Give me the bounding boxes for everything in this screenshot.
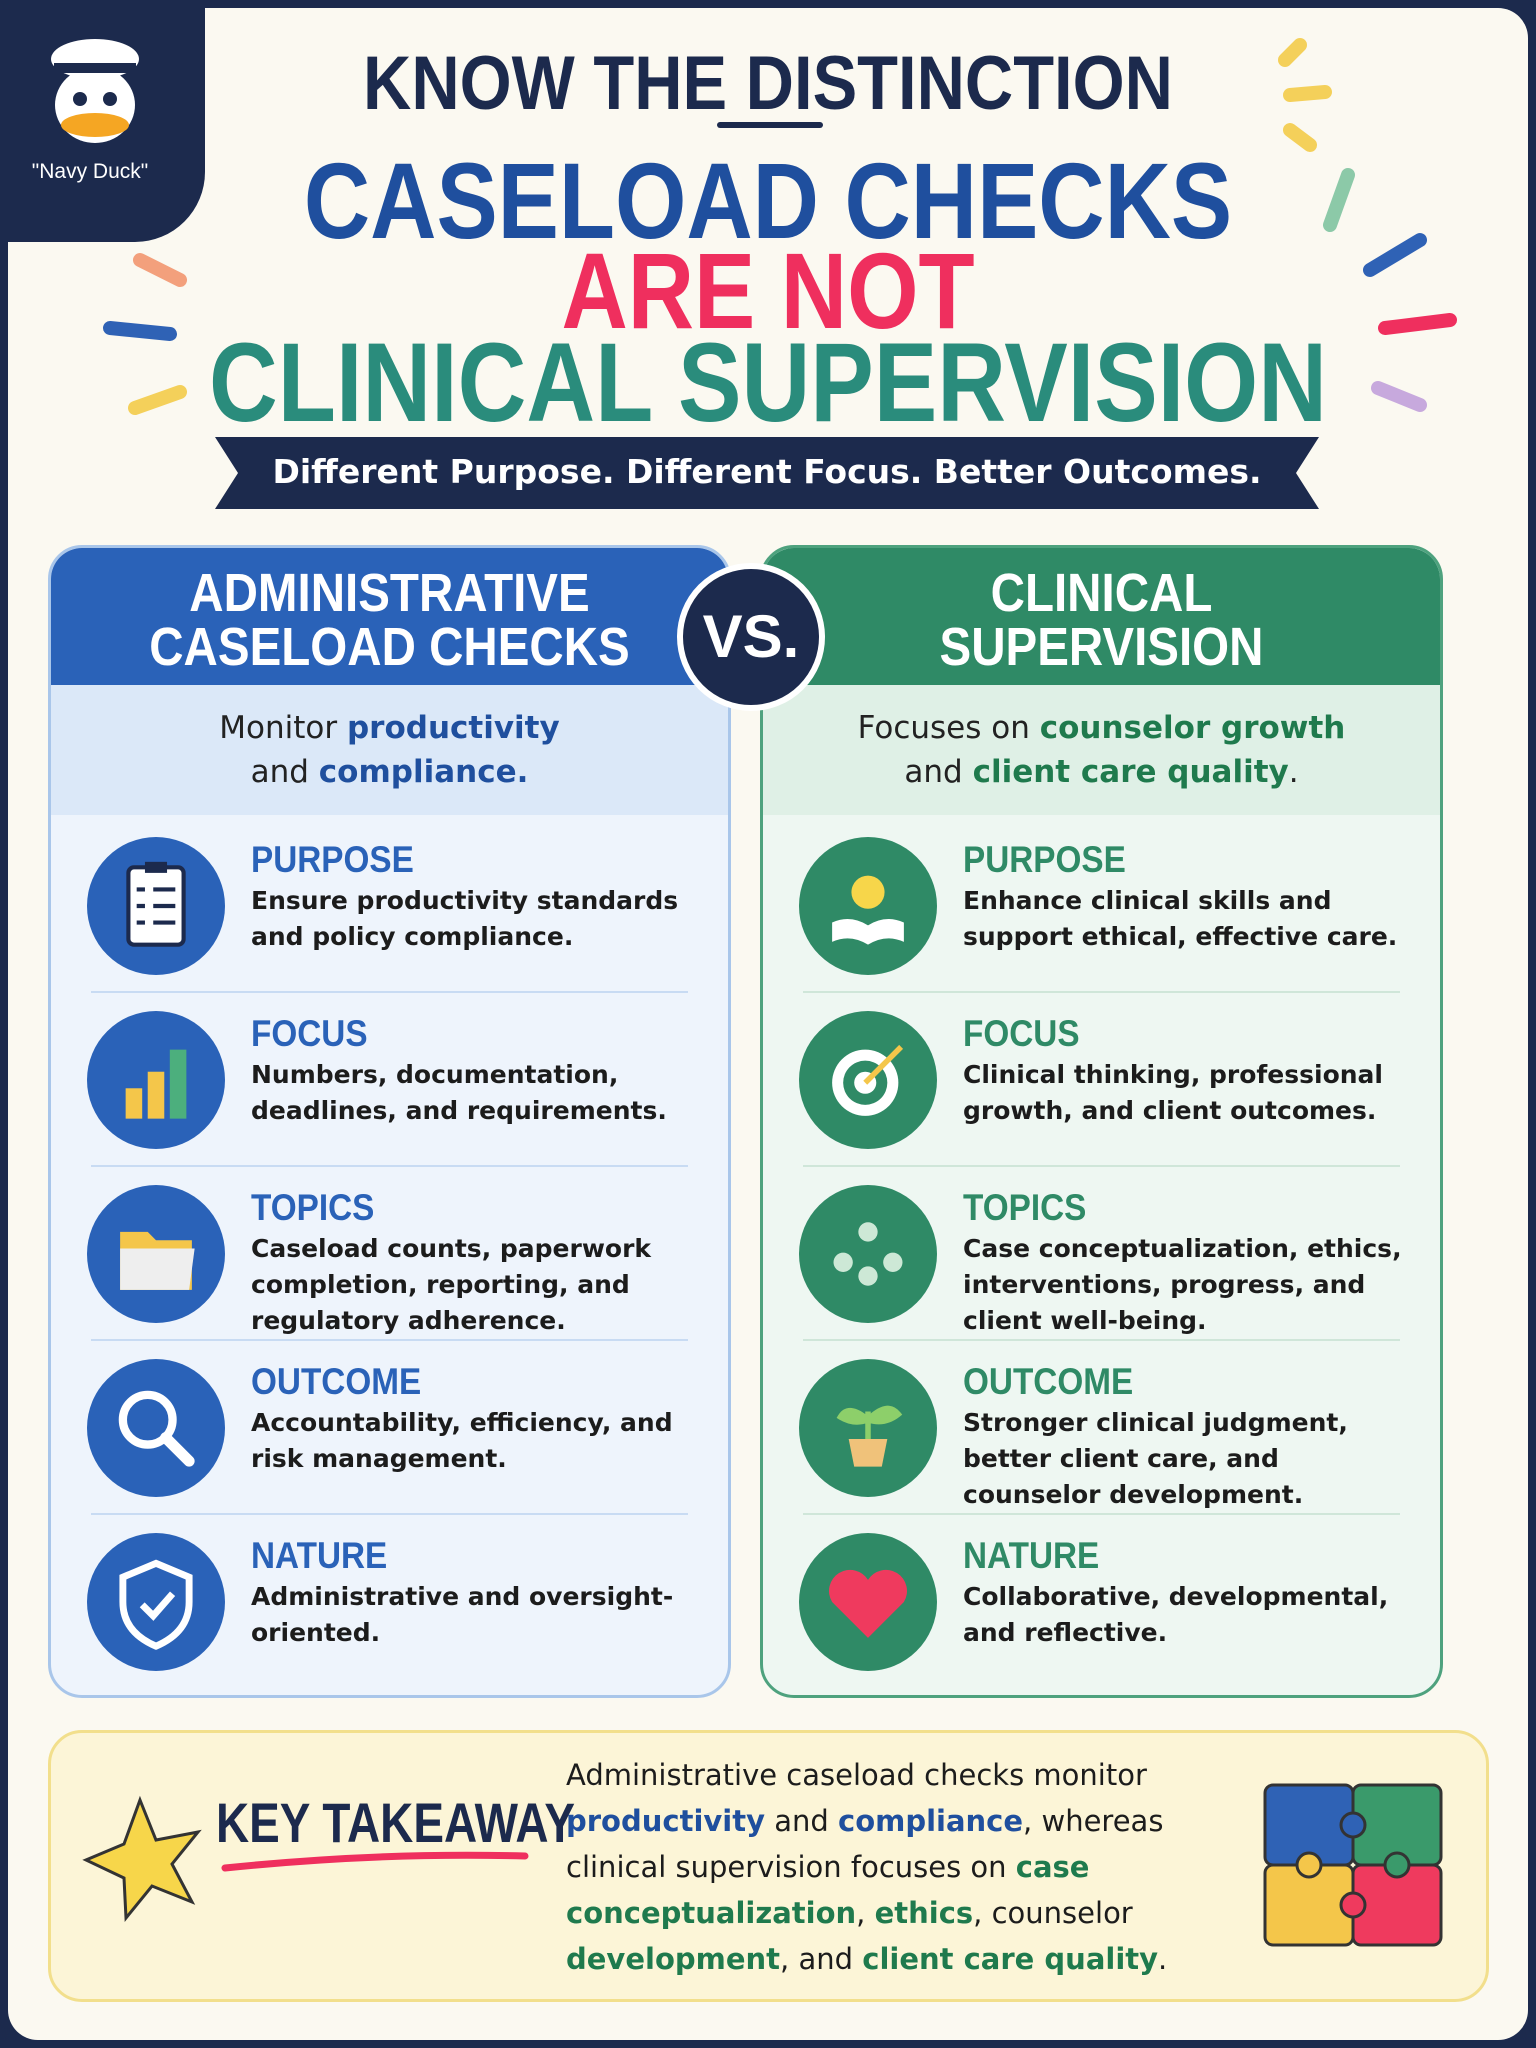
row-text: Stronger clinical judgment, better clien… xyxy=(963,1408,1348,1509)
separator xyxy=(91,991,688,993)
text-segment: productivity xyxy=(346,710,560,746)
row-icon xyxy=(87,1533,225,1671)
badge-label: "Navy Duck" xyxy=(31,160,149,183)
column-summary: Focuses on counselor growth and client c… xyxy=(763,685,1440,815)
column-summary: Monitor productivity and compliance. xyxy=(51,685,728,815)
row-heading: NATURE xyxy=(251,1535,388,1576)
row: NATURE Administrative and oversight-orien… xyxy=(51,1515,728,1689)
separator xyxy=(803,1165,1400,1167)
text-segment: , and xyxy=(780,1942,863,1976)
summary-text: Monitor productivity and compliance. xyxy=(200,706,580,794)
row-icon xyxy=(799,1011,937,1149)
text-segment: ethics xyxy=(874,1896,974,1930)
row-heading: TOPICS xyxy=(251,1187,375,1228)
row-icon xyxy=(87,1011,225,1149)
row-icon xyxy=(87,1359,225,1497)
text-segment: development xyxy=(566,1942,781,1976)
text-segment: and xyxy=(904,754,973,790)
row-heading: NATURE xyxy=(963,1535,1100,1576)
decoration xyxy=(103,38,1457,509)
takeaway-label: KEY TAKEAWAY xyxy=(216,1791,575,1854)
text-segment: , xyxy=(856,1896,875,1930)
row-icon xyxy=(87,1185,225,1323)
text-segment: and xyxy=(765,1804,838,1838)
row: PURPOSE Enhance clinical skills and suppo… xyxy=(763,819,1440,993)
column: ADMINISTRATIVE CASELOAD CHECKS Monitor pro… xyxy=(48,545,731,1698)
title-line: CLINICAL SUPERVISION xyxy=(209,320,1327,445)
text-segment: productivity xyxy=(566,1804,765,1838)
text-segment: compliance xyxy=(838,1804,1024,1838)
row: FOCUS Clinical thinking, professional gro… xyxy=(763,993,1440,1167)
text-segment: Monitor xyxy=(219,710,347,746)
column-header: CLINICAL SUPERVISION xyxy=(763,548,1440,685)
row-icon xyxy=(799,1185,937,1323)
text-segment: client care quality xyxy=(972,754,1289,790)
column-title: ADMINISTRATIVE xyxy=(189,563,590,623)
row-heading: OUTCOME xyxy=(963,1361,1134,1402)
text-segment: Focuses on xyxy=(857,710,1040,746)
separator xyxy=(803,991,1400,993)
vs-badge: VS. xyxy=(677,563,825,711)
duck-icon xyxy=(51,39,139,143)
row-text: Accountability, efficiency, and risk man… xyxy=(251,1408,673,1473)
row-text: Collaborative, developmental, and reflec… xyxy=(963,1582,1389,1647)
row-heading: OUTCOME xyxy=(251,1361,422,1402)
column-title: SUPERVISION xyxy=(939,617,1264,677)
row: OUTCOME Accountability, efficiency, and r… xyxy=(51,1341,728,1515)
tagline: Different Purpose. Different Focus. Bett… xyxy=(272,452,1262,491)
takeaway-text: Administrative caseload checks monitor p… xyxy=(566,1752,1216,1982)
row-heading: TOPICS xyxy=(963,1187,1087,1228)
column-title: CLINICAL xyxy=(990,563,1213,623)
takeaway-box xyxy=(48,1730,1489,2002)
text-segment: Administrative caseload checks monitor xyxy=(566,1758,1147,1792)
row-heading: FOCUS xyxy=(251,1013,368,1054)
row-text: Caseload counts, paperwork completion, r… xyxy=(251,1234,652,1335)
row: FOCUS Numbers, documentation, deadlines, … xyxy=(51,993,728,1167)
row-text: Enhance clinical skills and support ethi… xyxy=(963,886,1398,951)
text-segment: counselor growth xyxy=(1039,710,1346,746)
row-text: Administrative and oversight-oriented. xyxy=(251,1582,674,1647)
column-title: CASELOAD CHECKS xyxy=(149,617,630,677)
column-header: ADMINISTRATIVE CASELOAD CHECKS xyxy=(51,548,728,685)
title-line: ARE NOT xyxy=(561,230,975,351)
row-icon xyxy=(799,1359,937,1497)
row: NATURE Collaborative, developmental, and … xyxy=(763,1515,1440,1689)
takeaway-decoration xyxy=(82,1795,529,1922)
row-icon xyxy=(87,837,225,975)
row: TOPICS Case conceptualization, ethics, in… xyxy=(763,1167,1440,1341)
row-icon xyxy=(799,1533,937,1671)
separator xyxy=(91,1165,688,1167)
row-text: Ensure productivity standards and policy… xyxy=(251,886,679,951)
separator xyxy=(91,1339,688,1341)
column: CLINICAL SUPERVISION Focuses on counselor … xyxy=(760,545,1443,1698)
text-segment: . xyxy=(1158,1942,1168,1976)
row: TOPICS Caseload counts, paperwork complet… xyxy=(51,1167,728,1341)
row-text: Clinical thinking, professional growth, … xyxy=(963,1060,1383,1125)
row-icon xyxy=(799,837,937,975)
badge: "Navy Duck" xyxy=(0,0,205,242)
title-line: CASELOAD CHECKS xyxy=(303,140,1233,261)
summary-text: Focuses on counselor growth and client c… xyxy=(842,706,1362,794)
row-heading: PURPOSE xyxy=(963,839,1126,880)
text-segment: and xyxy=(250,754,319,790)
row-heading: FOCUS xyxy=(963,1013,1080,1054)
separator xyxy=(803,1513,1400,1515)
row: PURPOSE Ensure productivity standards and… xyxy=(51,819,728,993)
row-text: Numbers, documentation, deadlines, and r… xyxy=(251,1060,667,1125)
text-segment: , counselor xyxy=(973,1896,1133,1930)
row: OUTCOME Stronger clinical judgment, bette… xyxy=(763,1341,1440,1515)
row-text: Case conceptualization, ethics, interven… xyxy=(963,1234,1402,1335)
separator xyxy=(803,1339,1400,1341)
text-segment: case conceptualization xyxy=(566,1850,1090,1930)
separator xyxy=(91,1513,688,1515)
text-segment: , whereas clinical supervision focuses o… xyxy=(566,1804,1164,1884)
text-segment: client care quality xyxy=(862,1942,1159,1976)
row-heading: PURPOSE xyxy=(251,839,414,880)
text-segment: . xyxy=(1288,754,1299,790)
kicker: KNOW THE DISTINCTION xyxy=(363,41,1173,126)
puzzle-icon xyxy=(1263,1783,1443,1947)
text-segment: compliance. xyxy=(318,754,529,790)
